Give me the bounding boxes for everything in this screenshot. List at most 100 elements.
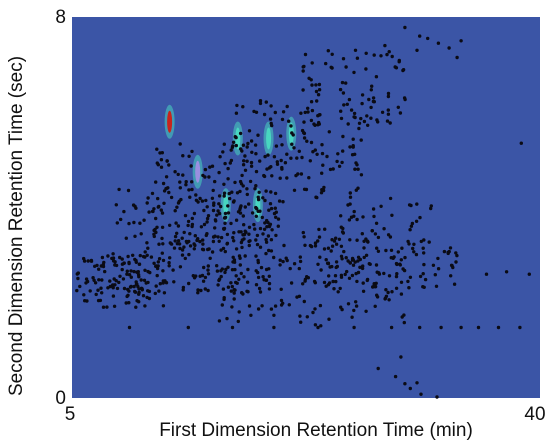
data-point [267, 248, 271, 253]
data-point [311, 150, 315, 154]
data-point [357, 121, 362, 126]
data-point [390, 213, 394, 217]
data-point [355, 217, 359, 222]
data-point [422, 262, 426, 267]
data-point [186, 223, 190, 228]
data-point [340, 160, 344, 165]
data-point [249, 160, 254, 165]
data-point [261, 275, 265, 279]
data-point [348, 195, 353, 199]
data-point [362, 119, 367, 124]
data-point [285, 258, 289, 263]
data-point [184, 183, 188, 187]
data-point [317, 122, 321, 126]
data-point [345, 102, 349, 107]
data-point [121, 277, 126, 281]
data-point [232, 231, 236, 235]
data-point [134, 258, 138, 263]
data-point [254, 283, 259, 287]
data-point [176, 172, 180, 177]
data-point [414, 219, 419, 223]
data-point [422, 251, 426, 255]
data-point [364, 67, 368, 71]
data-point [352, 214, 356, 218]
data-point [334, 279, 338, 284]
data-point [301, 88, 305, 92]
data-point [254, 238, 258, 242]
data-point [246, 290, 250, 294]
data-point [297, 149, 301, 153]
data-point [262, 278, 266, 282]
data-point [145, 201, 149, 205]
data-point [219, 204, 223, 209]
data-point [311, 310, 315, 315]
data-point [119, 217, 123, 222]
data-point [186, 219, 191, 224]
data-point [260, 304, 264, 308]
data-point [364, 309, 368, 313]
data-point [133, 290, 138, 294]
data-point [226, 166, 230, 171]
data-point [159, 208, 163, 212]
data-point [272, 255, 276, 260]
data-point [322, 247, 327, 251]
data-point [389, 325, 394, 330]
data-point [382, 271, 386, 276]
data-point [237, 230, 241, 234]
data-point [127, 273, 132, 277]
data-point [247, 129, 252, 133]
data-point [298, 255, 302, 259]
data-point [369, 88, 373, 92]
data-point [247, 304, 252, 308]
data-point [375, 246, 379, 250]
data-point [285, 176, 289, 180]
data-point [234, 143, 238, 148]
data-point [278, 134, 283, 138]
data-point [152, 261, 156, 265]
data-point [164, 175, 169, 179]
data-point [317, 82, 322, 87]
data-point [289, 124, 293, 128]
data-point [201, 279, 206, 283]
data-point [299, 320, 303, 324]
data-point [301, 230, 305, 235]
data-point [178, 186, 182, 190]
data-point [266, 234, 271, 238]
data-point [241, 184, 245, 188]
data-point [371, 96, 376, 100]
data-point [136, 270, 140, 274]
data-point [281, 110, 286, 114]
data-point [218, 155, 222, 159]
data-point [207, 175, 211, 179]
data-point [355, 56, 360, 60]
data-point [240, 291, 244, 295]
data-point [147, 210, 151, 214]
data-point [360, 266, 365, 271]
data-point [201, 242, 205, 246]
data-point [129, 284, 133, 289]
data-point [184, 180, 188, 184]
data-point [167, 264, 171, 268]
data-point [150, 191, 155, 196]
data-point [226, 211, 231, 215]
data-point [346, 259, 350, 263]
data-point [265, 167, 269, 171]
data-point [105, 305, 109, 309]
data-point [353, 115, 357, 120]
data-point [313, 307, 317, 311]
data-point [85, 279, 90, 284]
data-point [332, 287, 336, 291]
data-point [139, 232, 143, 236]
data-point [342, 103, 346, 107]
data-point [287, 303, 291, 307]
data-point [346, 302, 351, 306]
data-point [210, 250, 215, 254]
data-point [229, 221, 233, 226]
data-point [310, 83, 314, 87]
data-point [161, 258, 166, 263]
data-point [129, 269, 133, 273]
data-point [341, 226, 345, 231]
data-point [339, 254, 344, 258]
data-point [341, 149, 345, 153]
data-point [156, 196, 160, 201]
